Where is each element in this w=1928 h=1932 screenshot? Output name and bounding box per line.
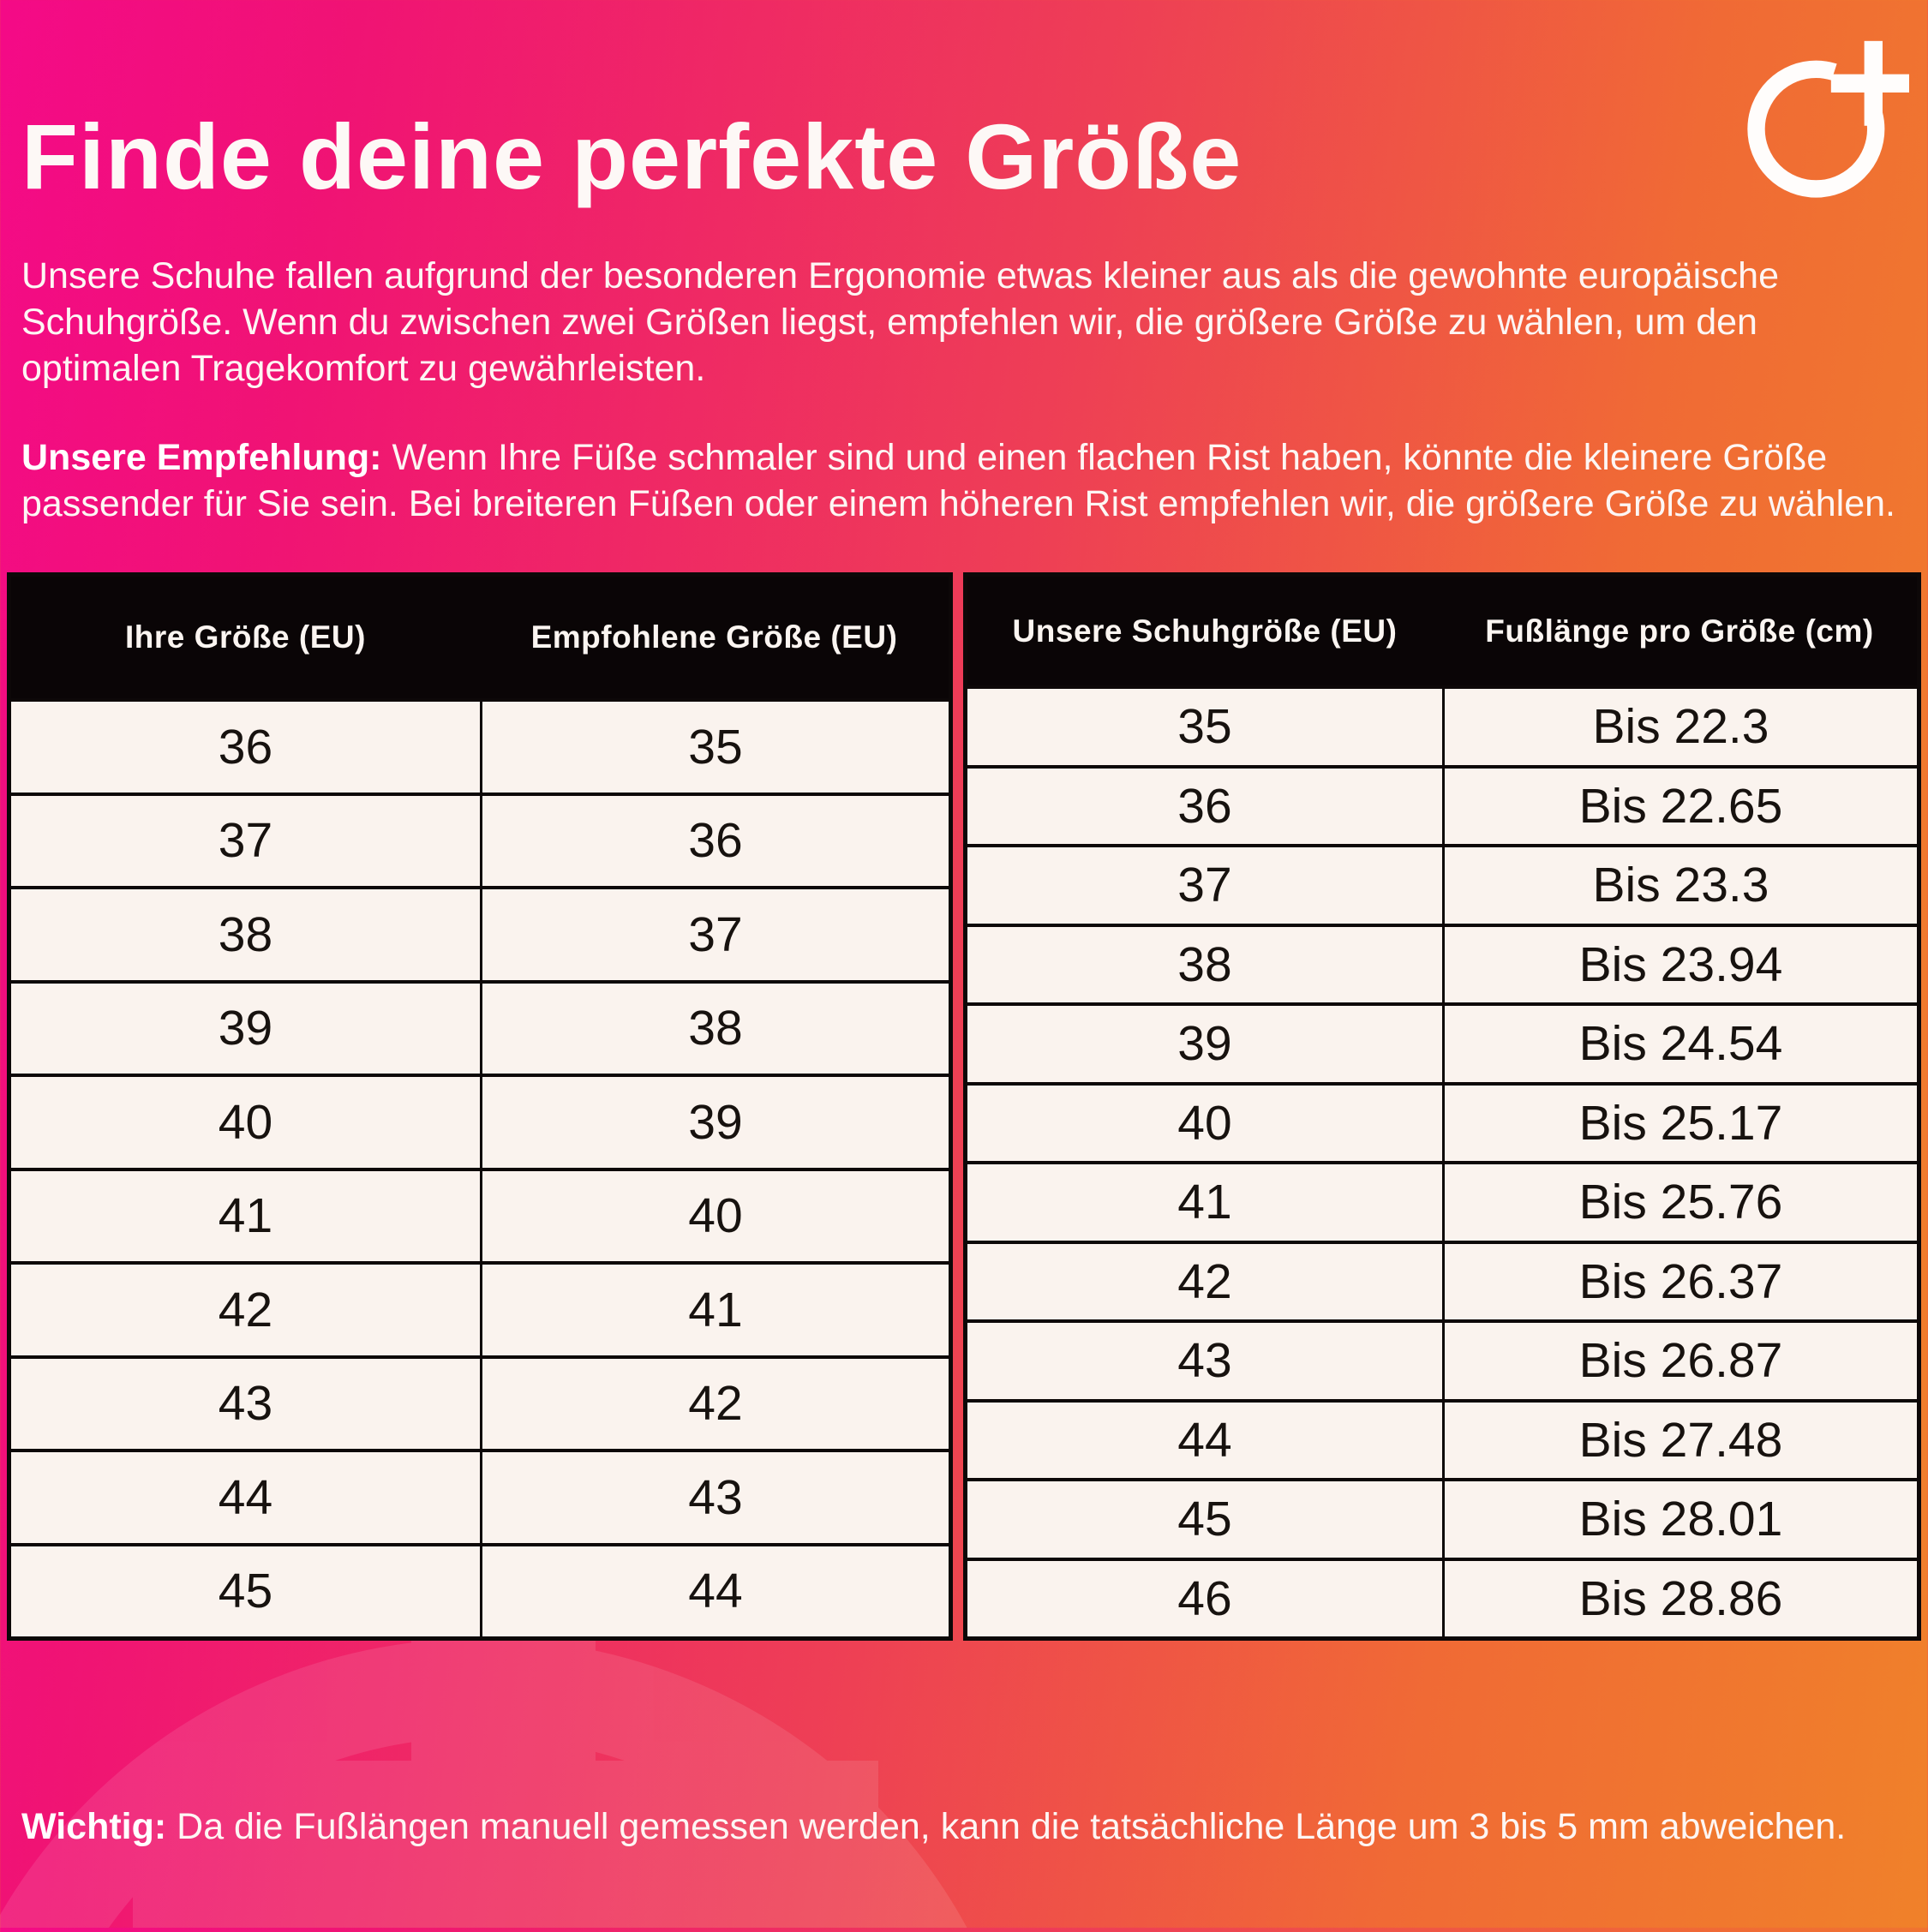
important-note: Wichtig: Da die Fußlängen manuell gemess… <box>21 1803 1847 1851</box>
table-row: 43 Bis 26.87 <box>967 1319 1917 1399</box>
foot-length-cell: Bis 23.94 <box>1442 926 1917 1002</box>
foot-length-table-body: 35 Bis 22.3 36 Bis 22.65 37 Bis 23.3 38 … <box>967 685 1917 1636</box>
page-title: Finde deine perfekte Größe <box>21 105 1242 209</box>
table-row: 38 Bis 23.94 <box>967 923 1917 1002</box>
your-size-cell: 43 <box>218 1376 273 1432</box>
recommended-size-cell: 35 <box>480 702 949 793</box>
your-size-cell: 36 <box>218 719 273 775</box>
foot-length-cell: Bis 28.86 <box>1442 1560 1917 1636</box>
table-row: 41 40 <box>11 1167 949 1261</box>
recommended-size-cell: 36 <box>480 795 949 886</box>
foot-length-cell: Bis 26.37 <box>1442 1243 1917 1319</box>
size-recommendation-table-body: 36 35 37 36 38 37 39 38 <box>11 698 949 1636</box>
important-note-text: Da die Fußlängen manuell gemessen werden… <box>166 1806 1847 1847</box>
foot-length-cell: Bis 22.65 <box>1442 768 1917 844</box>
column-header-foot-length: Fußlänge pro Größe (cm) <box>1485 613 1874 649</box>
your-size-cell: 44 <box>218 1469 273 1525</box>
our-size-cell: 37 <box>1177 858 1232 913</box>
our-size-cell: 41 <box>1177 1175 1232 1230</box>
column-header-your-size: Ihre Größe (EU) <box>125 619 366 655</box>
size-tables-row: Ihre Größe (EU) Empfohlene Größe (EU) 36… <box>7 572 1921 1641</box>
foot-length-cell: Bis 23.3 <box>1442 847 1917 924</box>
table-row: 38 37 <box>11 886 949 980</box>
recommended-size-cell: 38 <box>480 983 949 1074</box>
recommended-size-cell: 42 <box>480 1358 949 1449</box>
recommended-size-cell: 40 <box>480 1170 949 1261</box>
size-recommendation-table-header: Ihre Größe (EU) Empfohlene Größe (EU) <box>11 577 949 698</box>
foot-length-cell: Bis 27.48 <box>1442 1402 1917 1478</box>
foot-length-cell: Bis 26.87 <box>1442 1323 1917 1399</box>
table-row: 45 Bis 28.01 <box>967 1478 1917 1558</box>
recommended-size-cell: 39 <box>480 1077 949 1168</box>
our-size-cell: 42 <box>1177 1253 1232 1309</box>
table-row: 39 Bis 24.54 <box>967 1002 1917 1082</box>
your-size-cell: 45 <box>218 1564 273 1619</box>
table-row: 45 44 <box>11 1542 949 1636</box>
table-row: 40 39 <box>11 1074 949 1168</box>
table-row: 37 Bis 23.3 <box>967 844 1917 924</box>
table-row: 42 41 <box>11 1261 949 1355</box>
recommendation-text: Wenn Ihre Füße schmaler sind und einen f… <box>21 437 1895 525</box>
table-row: 39 38 <box>11 979 949 1074</box>
our-size-cell: 38 <box>1177 936 1232 992</box>
foot-length-table: Unsere Schuhgröße (EU) Fußlänge pro Größ… <box>963 572 1921 1641</box>
recommended-size-cell: 37 <box>480 889 949 980</box>
foot-length-cell: Bis 25.76 <box>1442 1164 1917 1241</box>
intro-paragraph: Unsere Schuhe fallen aufgrund der besond… <box>21 255 1779 390</box>
our-size-cell: 45 <box>1177 1492 1232 1547</box>
your-size-cell: 38 <box>218 906 273 962</box>
your-size-cell: 37 <box>218 813 273 869</box>
table-row: 44 Bis 27.48 <box>967 1398 1917 1478</box>
recommended-size-cell: 44 <box>480 1546 949 1636</box>
our-size-cell: 39 <box>1177 1016 1232 1072</box>
column-header-our-size: Unsere Schuhgröße (EU) <box>1012 613 1398 649</box>
table-row: 43 42 <box>11 1355 949 1449</box>
foot-length-cell: Bis 22.3 <box>1442 689 1917 765</box>
our-size-cell: 36 <box>1177 778 1232 834</box>
recommended-size-cell: 43 <box>480 1452 949 1543</box>
table-row: 36 35 <box>11 698 949 793</box>
our-size-cell: 40 <box>1177 1095 1232 1151</box>
our-size-cell: 43 <box>1177 1333 1232 1389</box>
table-row: 35 Bis 22.3 <box>967 685 1917 765</box>
foot-length-cell: Bis 24.54 <box>1442 1006 1917 1082</box>
important-note-label: Wichtig: <box>21 1806 167 1847</box>
table-row: 40 Bis 25.17 <box>967 1081 1917 1161</box>
recommendation-label: Unsere Empfehlung: <box>21 437 382 478</box>
circle-plus-logo-icon <box>1743 36 1916 202</box>
foot-length-cell: Bis 28.01 <box>1442 1481 1917 1558</box>
table-row: 36 Bis 22.65 <box>967 764 1917 844</box>
table-row: 41 Bis 25.76 <box>967 1161 1917 1241</box>
your-size-cell: 39 <box>218 1001 273 1056</box>
size-recommendation-table: Ihre Größe (EU) Empfohlene Größe (EU) 36… <box>7 572 953 1641</box>
foot-length-table-header: Unsere Schuhgröße (EU) Fußlänge pro Größ… <box>967 577 1917 685</box>
table-row: 44 43 <box>11 1449 949 1543</box>
our-size-cell: 44 <box>1177 1412 1232 1468</box>
your-size-cell: 40 <box>218 1094 273 1150</box>
recommended-size-cell: 41 <box>480 1265 949 1355</box>
table-row: 46 Bis 28.86 <box>967 1557 1917 1636</box>
our-size-cell: 46 <box>1177 1570 1232 1626</box>
table-row: 37 36 <box>11 792 949 886</box>
your-size-cell: 41 <box>218 1188 273 1244</box>
recommendation-paragraph: Unsere Empfehlung: Wenn Ihre Füße schmal… <box>21 434 1898 527</box>
foot-length-cell: Bis 25.17 <box>1442 1085 1917 1161</box>
table-row: 42 Bis 26.37 <box>967 1240 1917 1319</box>
your-size-cell: 42 <box>218 1282 273 1337</box>
column-header-recommended-size: Empfohlene Größe (EU) <box>530 619 898 655</box>
our-size-cell: 35 <box>1177 699 1232 755</box>
